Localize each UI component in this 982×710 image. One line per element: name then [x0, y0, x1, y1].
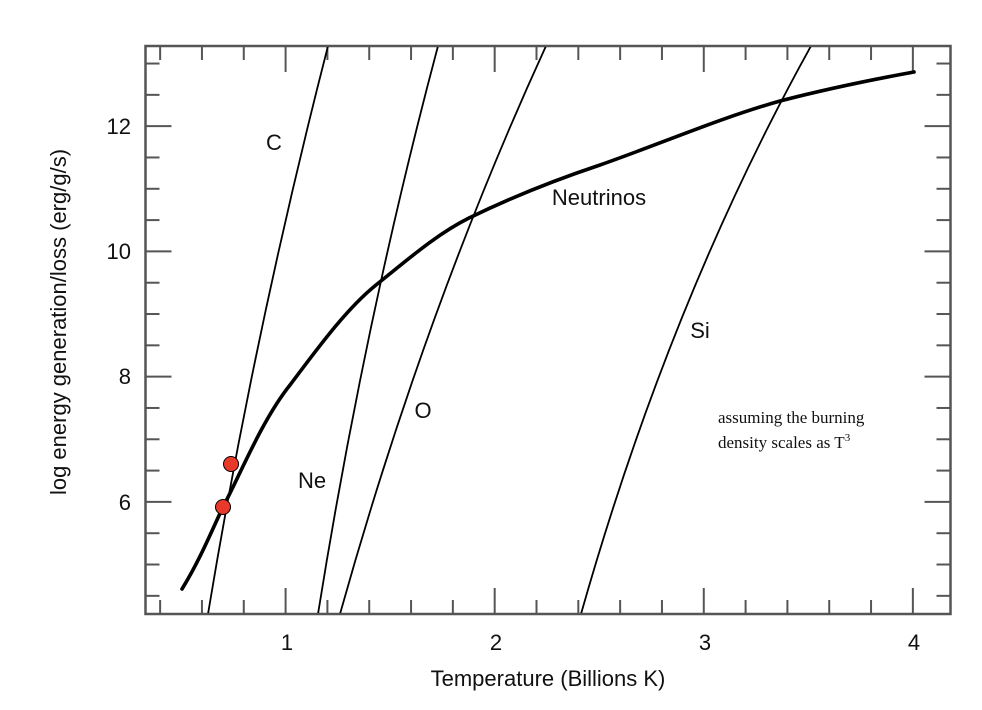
x-tick-label: 2 [490, 630, 502, 655]
curve-si [580, 47, 812, 613]
label-ne: Ne [298, 468, 326, 493]
data-point-lower [215, 499, 231, 515]
y-tick-label: 12 [107, 114, 131, 139]
label-c: C [266, 130, 282, 155]
x-tick-label: 4 [908, 630, 920, 655]
annotation-line-1: assuming the burning [718, 408, 865, 427]
plot-frame [144, 44, 952, 616]
curve-c [207, 47, 329, 613]
x-tick-label: 3 [699, 630, 711, 655]
label-neutrinos: Neutrinos [552, 185, 646, 210]
curve-ne [317, 47, 439, 613]
y-axis-title: log energy generation/loss (erg/g/s) [46, 149, 71, 495]
x-tick-label: 1 [281, 630, 293, 655]
y-tick-label: 6 [119, 490, 131, 515]
y-tick-label: 8 [119, 364, 131, 389]
label-si: Si [690, 318, 710, 343]
annotation-superscript: 3 [845, 432, 851, 444]
annotation-line-2-main: density scales as T [718, 433, 845, 452]
label-o: O [414, 398, 431, 423]
curve-neutrinos [180, 70, 916, 591]
data-point-upper [223, 456, 239, 472]
y-tick-label: 10 [107, 239, 131, 264]
axis-ticks [145, 46, 951, 614]
x-axis-title: Temperature (Billions K) [431, 666, 666, 691]
annotation-line-2: density scales as T3 [718, 432, 851, 452]
curve-o [339, 47, 547, 613]
